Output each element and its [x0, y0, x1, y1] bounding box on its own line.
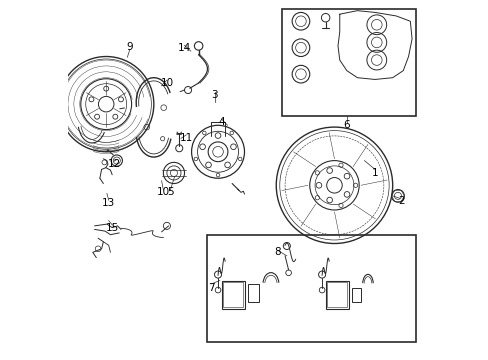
Text: 11: 11 — [179, 133, 193, 143]
Text: 8: 8 — [274, 247, 281, 257]
Text: 10: 10 — [157, 187, 169, 197]
Text: 2: 2 — [397, 196, 404, 206]
Text: 13: 13 — [102, 198, 115, 208]
Text: 14: 14 — [178, 43, 191, 53]
Bar — [281, 9, 415, 117]
Bar — [207, 235, 415, 342]
Bar — [223, 282, 242, 307]
Text: 5: 5 — [167, 187, 173, 197]
Bar — [325, 280, 348, 309]
Text: 1: 1 — [371, 168, 378, 178]
Text: 6: 6 — [343, 120, 349, 130]
Text: 4: 4 — [218, 117, 224, 127]
Bar — [221, 280, 244, 309]
Bar — [247, 284, 258, 302]
Text: 3: 3 — [211, 90, 217, 100]
Text: 9: 9 — [126, 42, 133, 51]
Bar — [327, 282, 346, 307]
Text: 15: 15 — [105, 222, 119, 233]
Text: 7: 7 — [207, 283, 214, 293]
Text: 12: 12 — [107, 159, 121, 169]
Bar — [351, 288, 360, 302]
Text: 10: 10 — [160, 78, 173, 88]
